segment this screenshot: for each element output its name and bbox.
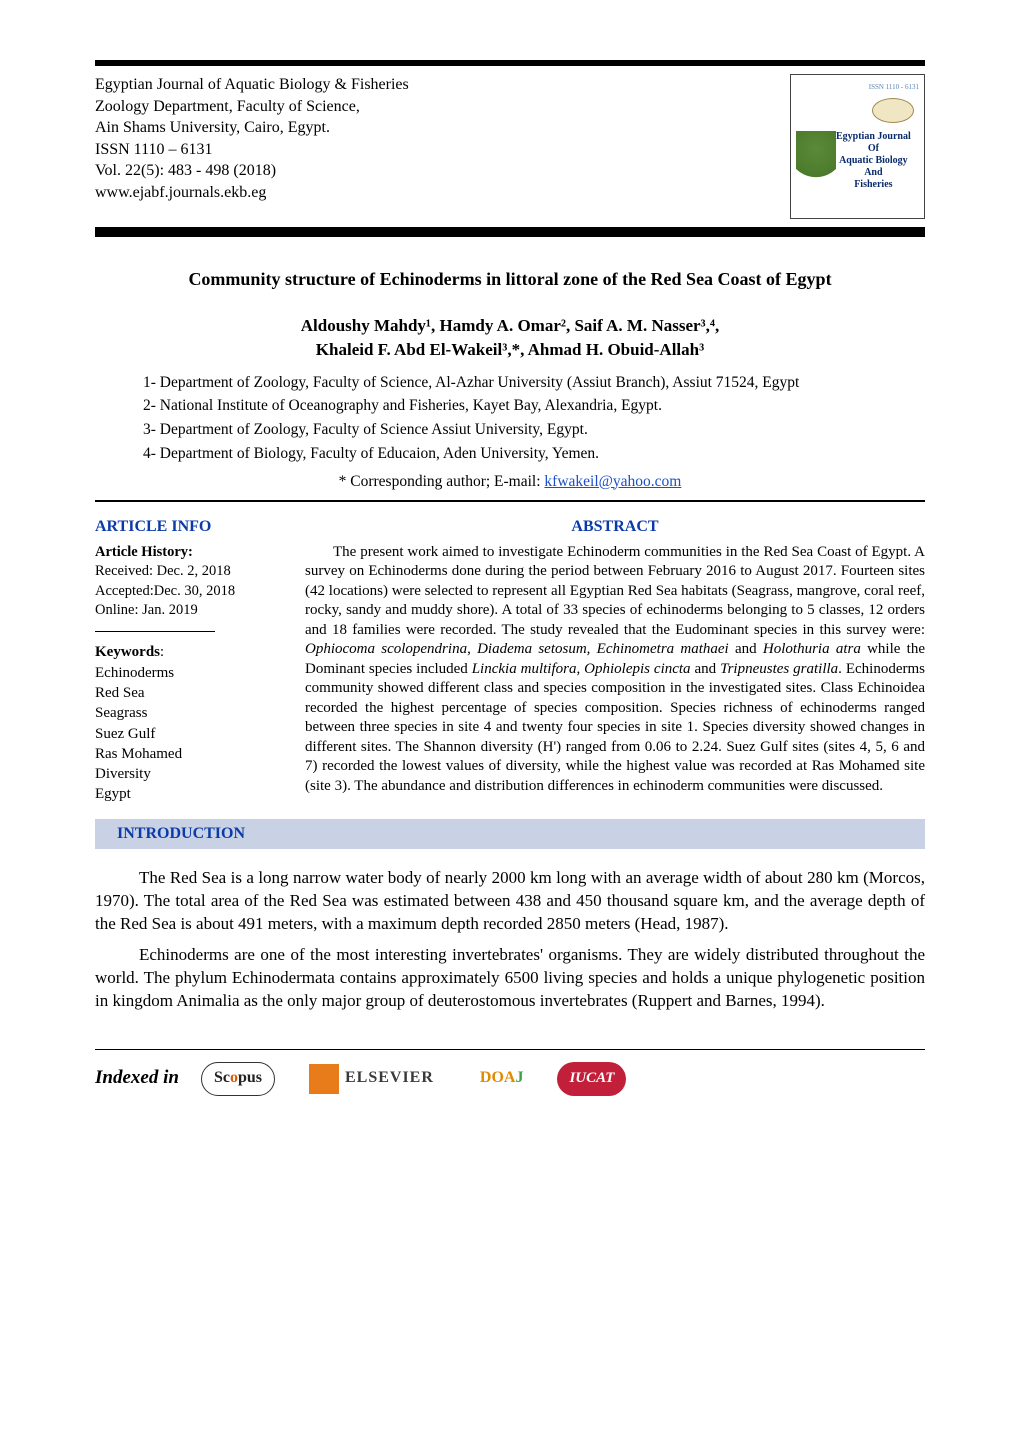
paper-title: Community structure of Echinoderms in li…	[95, 267, 925, 292]
logo-title-l3: Aquatic Biology	[836, 155, 911, 167]
journal-dept: Zoology Department, Faculty of Science,	[95, 96, 409, 118]
corresponding-prefix: * Corresponding author; E-mail:	[339, 473, 545, 490]
corresponding-author: * Corresponding author; E-mail: kfwakeil…	[95, 471, 925, 493]
species-name: Holothuria atra	[763, 641, 861, 657]
keyword: Diversity	[95, 764, 277, 784]
keyword: Red Sea	[95, 683, 277, 703]
species-name: Ophiolepis cincta	[584, 661, 690, 677]
journal-name: Egyptian Journal of Aquatic Biology & Fi…	[95, 74, 409, 96]
logo-circle-icon	[872, 98, 914, 123]
affiliation-2: 2- National Institute of Oceanography an…	[143, 395, 925, 417]
footer-rule	[95, 1049, 925, 1050]
journal-url: www.ejabf.journals.ekb.eg	[95, 182, 409, 204]
abstract-heading: ABSTRACT	[305, 516, 925, 538]
affiliation-3: 3- Department of Zoology, Faculty of Sci…	[143, 419, 925, 441]
elsevier-text: ELSEVIER	[345, 1067, 434, 1089]
species-name: Ophiocoma scolopendrina	[305, 641, 467, 657]
abstract-fragment: . Echinoderms community showed different…	[305, 661, 925, 794]
abstract-fragment: The present work aimed to investigate Ec…	[305, 544, 925, 638]
thick-rule	[95, 227, 925, 237]
authors-line-2: Khaleid F. Abd El-Wakeil³,*, Ahmad H. Ob…	[95, 338, 925, 362]
intro-paragraph-2: Echinoderms are one of the most interest…	[95, 944, 925, 1013]
species-name: Linckia multifora	[472, 661, 577, 677]
abstract-column: ABSTRACT The present work aimed to inves…	[305, 516, 925, 804]
abstract-fragment: and	[729, 641, 763, 657]
received-date: Received: Dec. 2, 2018	[95, 562, 277, 582]
journal-issn: ISSN 1110 – 6131	[95, 139, 409, 161]
journal-volume: Vol. 22(5): 483 - 498 (2018)	[95, 160, 409, 182]
affiliation-1: 1- Department of Zoology, Faculty of Sci…	[143, 372, 925, 394]
affiliations: 1- Department of Zoology, Faculty of Sci…	[95, 372, 925, 465]
article-info-column: ARTICLE INFO Article History: Received: …	[95, 516, 277, 804]
affiliation-4: 4- Department of Biology, Faculty of Edu…	[143, 443, 925, 465]
elsevier-badge: ELSEVIER	[297, 1062, 446, 1096]
abstract-fragment: and	[691, 661, 721, 677]
logo-issn: ISSN 1110 - 6131	[796, 83, 919, 93]
keywords-colon: :	[160, 644, 164, 660]
doaj-j: J	[515, 1067, 523, 1089]
logo-title-l5: Fisheries	[836, 179, 911, 191]
keywords-divider	[95, 631, 215, 632]
keywords-label: Keywords	[95, 644, 160, 660]
logo-title-l4: And	[836, 167, 911, 179]
keywords-block: Keywords: Echinoderms Red Sea Seagrass S…	[95, 642, 277, 805]
abstract-fragment: ,	[467, 641, 477, 657]
doaj-doa: DOA	[480, 1067, 516, 1089]
authors-line-1: Aldoushy Mahdy¹, Hamdy A. Omar², Saif A.…	[95, 314, 925, 338]
scopus-text: Scopus	[214, 1067, 262, 1089]
keyword: Seagrass	[95, 703, 277, 723]
article-history-label: Article History:	[95, 543, 277, 563]
accepted-date: Accepted:Dec. 30, 2018	[95, 582, 277, 602]
keyword: Egypt	[95, 784, 277, 804]
keyword: Ras Mohamed	[95, 744, 277, 764]
logo-title: Egyptian Journal Of Aquatic Biology And …	[836, 131, 911, 191]
abstract-fragment: ,	[576, 661, 584, 677]
elsevier-tree-icon	[309, 1064, 339, 1094]
logo-title-l2: Of	[836, 143, 911, 155]
keyword: Echinoderms	[95, 663, 277, 683]
species-name: Diadema setosum, Echinometra mathaei	[477, 641, 729, 657]
journal-meta: Egyptian Journal of Aquatic Biology & Fi…	[95, 74, 409, 204]
journal-logo: ISSN 1110 - 6131 Egyptian Journal Of Aqu…	[790, 74, 925, 219]
indexed-in-row: Indexed in Scopus ELSEVIER DOAJ IUCAT	[95, 1062, 925, 1096]
journal-univ: Ain Shams University, Cairo, Egypt.	[95, 117, 409, 139]
divider-after-authors	[95, 500, 925, 502]
online-date: Online: Jan. 2019	[95, 601, 277, 621]
plant-icon	[796, 131, 836, 191]
article-history: Article History: Received: Dec. 2, 2018 …	[95, 543, 277, 621]
top-rule	[95, 60, 925, 66]
introduction-heading-bar: INTRODUCTION	[95, 819, 925, 849]
authors: Aldoushy Mahdy¹, Hamdy A. Omar², Saif A.…	[95, 314, 925, 362]
doaj-badge: DOAJ	[468, 1062, 536, 1096]
indexed-in-label: Indexed in	[95, 1065, 179, 1092]
keywords-list: Echinoderms Red Sea Seagrass Suez Gulf R…	[95, 663, 277, 805]
info-abstract-row: ARTICLE INFO Article History: Received: …	[95, 516, 925, 804]
logo-title-l1: Egyptian Journal	[836, 131, 911, 143]
corresponding-email-link[interactable]: kfwakeil@yahoo.com	[544, 473, 681, 490]
article-info-heading: ARTICLE INFO	[95, 516, 277, 538]
scopus-badge: Scopus	[201, 1062, 275, 1096]
header-block: Egyptian Journal of Aquatic Biology & Fi…	[95, 74, 925, 219]
intro-paragraph-1: The Red Sea is a long narrow water body …	[95, 867, 925, 936]
abstract-text: The present work aimed to investigate Ec…	[305, 543, 925, 797]
iucat-badge: IUCAT	[557, 1062, 626, 1096]
keyword: Suez Gulf	[95, 724, 277, 744]
species-name: Tripneustes gratilla	[720, 661, 838, 677]
